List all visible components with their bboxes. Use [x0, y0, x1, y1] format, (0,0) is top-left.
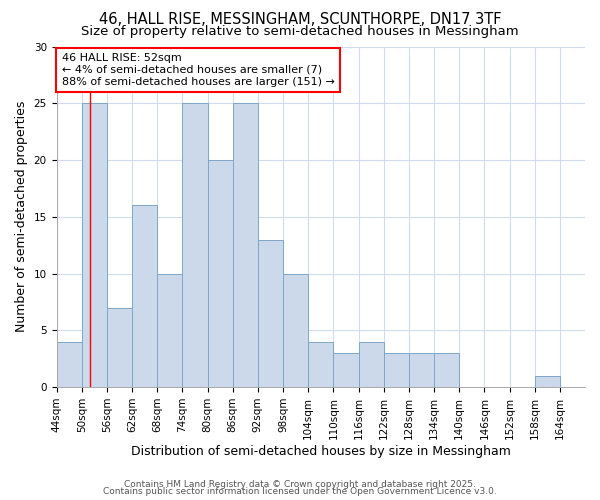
Bar	[308, 342, 334, 387]
X-axis label: Distribution of semi-detached houses by size in Messingham: Distribution of semi-detached houses by …	[131, 444, 511, 458]
Text: Contains public sector information licensed under the Open Government Licence v3: Contains public sector information licen…	[103, 488, 497, 496]
Bar	[182, 104, 208, 387]
Bar	[157, 274, 182, 387]
Bar	[258, 240, 283, 387]
Bar	[359, 342, 383, 387]
Bar	[233, 104, 258, 387]
Bar	[383, 353, 409, 387]
Bar	[107, 308, 132, 387]
Text: Contains HM Land Registry data © Crown copyright and database right 2025.: Contains HM Land Registry data © Crown c…	[124, 480, 476, 489]
Y-axis label: Number of semi-detached properties: Number of semi-detached properties	[15, 101, 28, 332]
Bar	[535, 376, 560, 387]
Bar	[56, 342, 82, 387]
Text: 46, HALL RISE, MESSINGHAM, SCUNTHORPE, DN17 3TF: 46, HALL RISE, MESSINGHAM, SCUNTHORPE, D…	[99, 12, 501, 28]
Text: Size of property relative to semi-detached houses in Messingham: Size of property relative to semi-detach…	[81, 25, 519, 38]
Bar	[409, 353, 434, 387]
Text: 46 HALL RISE: 52sqm
← 4% of semi-detached houses are smaller (7)
88% of semi-det: 46 HALL RISE: 52sqm ← 4% of semi-detache…	[62, 54, 335, 86]
Bar	[132, 206, 157, 387]
Bar	[334, 353, 359, 387]
Bar	[82, 104, 107, 387]
Bar	[208, 160, 233, 387]
Bar	[283, 274, 308, 387]
Bar	[434, 353, 459, 387]
